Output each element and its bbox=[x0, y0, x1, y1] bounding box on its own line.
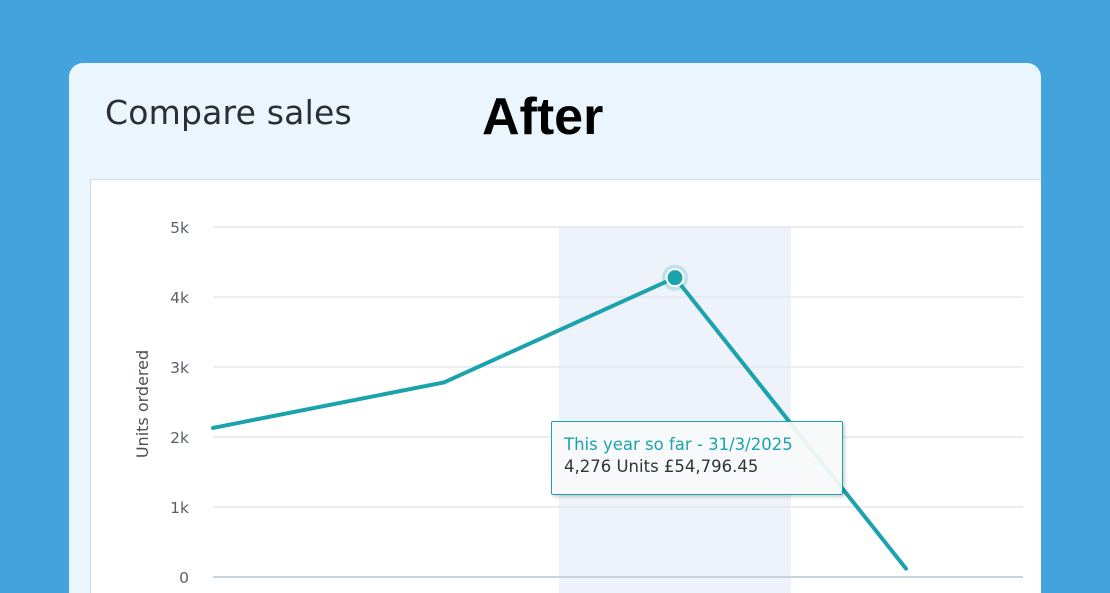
card-title: Compare sales bbox=[105, 93, 352, 132]
y-tick-label: 3k bbox=[170, 359, 189, 377]
tooltip-title: This year so far - 31/3/2025 bbox=[564, 435, 793, 454]
chart-panel: 0 1k 2k 3k 4k 5k Units ordered This year so f… bbox=[90, 179, 1041, 593]
units-ordered-chart: 0 1k 2k 3k 4k 5k Units ordered bbox=[133, 219, 1023, 593]
y-tick-label: 1k bbox=[170, 499, 189, 517]
y-axis-label: Units ordered bbox=[133, 350, 152, 458]
after-label: After bbox=[482, 88, 604, 146]
y-tick-label: 0 bbox=[179, 569, 189, 587]
y-tick-label: 2k bbox=[170, 429, 189, 447]
tooltip-value: 4,276 Units £54,796.45 bbox=[564, 457, 759, 476]
y-tick-label: 4k bbox=[170, 289, 189, 307]
data-point[interactable] bbox=[436, 374, 452, 390]
data-point[interactable] bbox=[205, 420, 221, 436]
hover-highlight-band bbox=[559, 227, 791, 593]
data-point-highlighted[interactable] bbox=[665, 268, 685, 288]
compare-sales-card: Compare sales After 0 1k 2k 3k 4k 5k Units or… bbox=[69, 63, 1041, 593]
data-point-tooltip: This year so far - 31/3/2025 4,276 Units… bbox=[551, 421, 843, 495]
data-point[interactable] bbox=[898, 561, 914, 577]
y-tick-label: 5k bbox=[170, 219, 189, 237]
